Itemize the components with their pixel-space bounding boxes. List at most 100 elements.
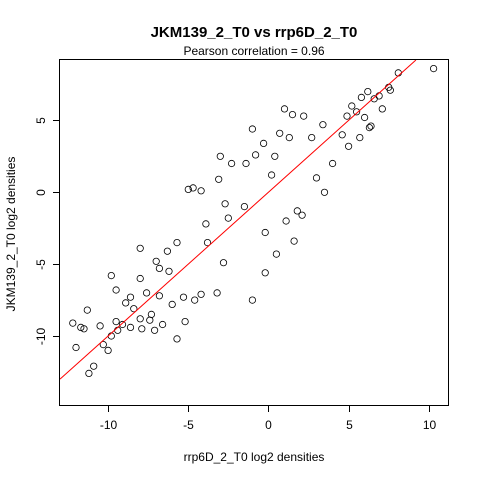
data-point (152, 257, 160, 265)
data-point (219, 259, 228, 267)
data-point (165, 267, 173, 275)
data-point (267, 171, 276, 179)
data-point (213, 289, 221, 297)
data-point (155, 292, 163, 300)
chart-subtitle: Pearson correlation = 0.96 (183, 44, 324, 58)
data-point (300, 112, 308, 120)
data-point (146, 316, 154, 324)
data-point (240, 203, 248, 211)
data-point (319, 121, 327, 129)
data-point (293, 207, 301, 215)
data-point (288, 111, 297, 119)
data-point (352, 108, 361, 116)
data-point (365, 124, 373, 132)
data-point (69, 319, 77, 327)
data-point (378, 105, 386, 113)
data-point (136, 274, 144, 283)
data-point (348, 102, 356, 110)
data-point (151, 326, 159, 334)
data-point (77, 323, 85, 331)
x-tick-label: 10 (423, 418, 437, 432)
y-tick-label: 5 (34, 117, 48, 124)
data-point (320, 188, 329, 196)
data-point (168, 300, 176, 308)
data-point (130, 305, 138, 313)
data-point (261, 269, 269, 277)
data-point (136, 244, 144, 252)
data-point (280, 105, 289, 113)
x-tick-label: -5 (183, 418, 194, 432)
chart-title: JKM139_2_T0 vs rrp6D_2_T0 (151, 24, 358, 41)
data-point (271, 152, 279, 160)
data-point (252, 151, 260, 159)
y-axis: -10 -5 0 5 (34, 117, 60, 345)
data-point (138, 325, 146, 333)
data-point (179, 293, 188, 301)
x-tick-label: 0 (265, 418, 272, 432)
data-point (126, 323, 135, 331)
data-point (282, 217, 290, 225)
data-point (184, 185, 192, 193)
data-point (107, 271, 115, 280)
data-point (356, 134, 364, 142)
data-point (163, 247, 171, 255)
x-axis: -10 -5 0 5 10 (100, 405, 437, 432)
data-point (143, 289, 151, 297)
data-point (216, 152, 224, 160)
data-point (118, 320, 127, 329)
data-point (248, 125, 256, 133)
data-point (338, 131, 346, 139)
y-tick-label: -5 (34, 259, 48, 270)
data-point (272, 250, 280, 258)
data-point (221, 200, 229, 208)
data-point (147, 310, 155, 318)
data-point (357, 93, 365, 102)
data-point (83, 306, 91, 314)
data-point (197, 187, 205, 195)
data-point (261, 228, 269, 237)
fit-line-layer (59, 59, 417, 380)
data-point (173, 335, 181, 343)
data-point (290, 237, 298, 245)
data-point (85, 369, 93, 377)
data-point (112, 286, 120, 294)
x-tick-label: 5 (346, 418, 353, 432)
data-point (96, 322, 104, 330)
data-point (228, 159, 236, 168)
data-point (298, 211, 306, 219)
y-tick-label: -10 (34, 328, 48, 346)
data-point (344, 142, 353, 150)
x-tick-label: -10 (100, 418, 118, 432)
data-point (99, 340, 107, 349)
data-point (155, 264, 163, 272)
data-point (367, 122, 375, 130)
data-point (202, 220, 210, 228)
data-point (181, 317, 189, 326)
points-layer (69, 65, 438, 377)
data-point (308, 134, 316, 142)
data-point (136, 315, 144, 323)
data-point (242, 159, 250, 168)
data-point (90, 362, 98, 370)
data-point (189, 184, 197, 192)
data-point (173, 239, 181, 247)
data-point (248, 296, 256, 304)
data-point (285, 134, 293, 142)
data-point (259, 139, 268, 147)
y-axis-label: JKM139_2_T0 log2 densities (4, 157, 18, 312)
data-point (80, 325, 88, 333)
y-tick-label: 0 (34, 189, 48, 196)
plot-frame (59, 59, 449, 406)
data-point (364, 88, 372, 96)
data-point (197, 290, 205, 298)
data-point (328, 159, 337, 168)
data-point (159, 320, 167, 329)
data-point (343, 112, 351, 120)
data-point (191, 296, 199, 304)
data-point (72, 343, 80, 352)
data-point (104, 346, 112, 354)
data-point (360, 113, 369, 122)
data-point (112, 317, 120, 326)
